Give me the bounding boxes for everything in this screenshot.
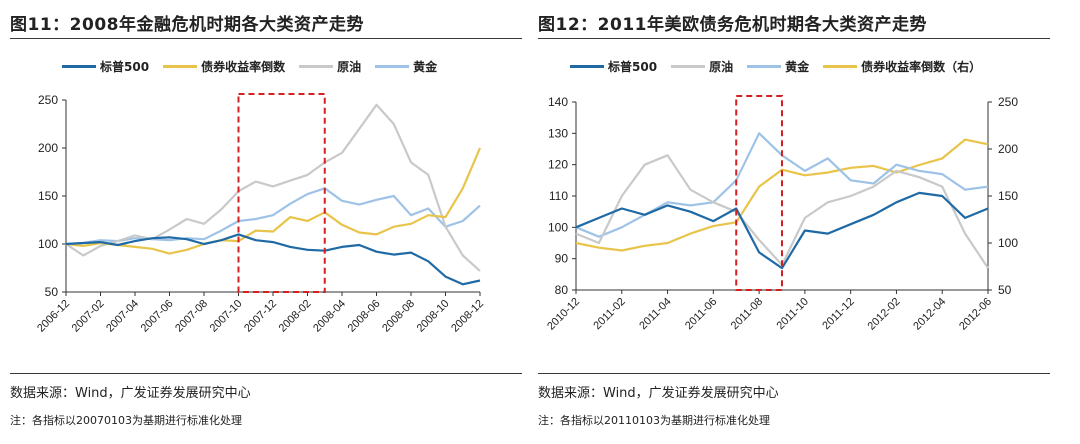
x-tick-label: 2011-06: [683, 296, 719, 332]
series-line-0: [65, 233, 481, 286]
legend-label: 标普500: [608, 60, 658, 74]
legend-item: 原油: [299, 58, 361, 75]
y-tick-label: 50: [45, 285, 59, 299]
chart-title: 图11：2008年金融危机时期各大类资产走势: [10, 15, 364, 35]
x-tick-label: 2008-12: [449, 298, 486, 335]
chart-legend: 标普500 原油 黄金 债券收益率倒数（右）: [570, 58, 995, 75]
legend-item: 债券收益率倒数（右）: [823, 58, 981, 75]
x-tick-label: 2006-12: [35, 298, 72, 335]
x-tick-label: 2007-06: [139, 298, 176, 335]
x-tick-label: 2012-04: [911, 296, 948, 333]
series-line-3: [575, 138, 989, 252]
legend-item: 标普500: [570, 58, 657, 75]
legend-swatch: [375, 65, 410, 68]
y-tick-label: 100: [38, 237, 58, 251]
y-tick-label: 100: [548, 220, 568, 234]
y-tick-label: 200: [38, 141, 58, 155]
series-lines: [65, 103, 482, 286]
legend-label: 黄金: [413, 60, 438, 74]
y-tick-label: 140: [548, 95, 568, 109]
y-tick-label: 130: [548, 126, 568, 140]
x-tick-label: 2012-02: [866, 296, 903, 333]
legend-swatch: [62, 65, 96, 68]
legend-item: 黄金: [747, 58, 809, 75]
chart-title: 图12：2011年美欧债务危机时期各大类资产走势: [538, 15, 927, 35]
series-line-3: [65, 187, 481, 246]
legend-swatch: [671, 65, 706, 68]
x-tick-label: 2007-08: [173, 298, 210, 335]
legend-label: 标普500: [100, 60, 150, 74]
legend-item: 原油: [671, 58, 733, 75]
footnote: 注：各指标以20070103为基期进行标准化处理: [10, 414, 242, 427]
y2-tick-label: 150: [998, 189, 1018, 203]
legend-label: 黄金: [785, 60, 810, 74]
title-divider: [10, 38, 522, 39]
x-tick-label: 2007-10: [208, 298, 245, 335]
x-tick-label: 2008-06: [346, 298, 383, 335]
x-tick-label: 2012-06: [957, 296, 994, 333]
line-chart: 80 90 100 110 120 130 140 50 100 150 200 250 2010-12…: [545, 95, 1018, 333]
x-tick-label: 2011-12: [820, 296, 856, 332]
legend-label: 原油: [337, 60, 362, 74]
legend-swatch: [570, 65, 604, 68]
y-tick-label: 90: [555, 252, 569, 266]
y-tick-label: 80: [555, 283, 569, 297]
chart-panel-right: 图12：2011年美欧债务危机时期各大类资产走势 标普500 原油 黄金 债券收益率倒…: [538, 0, 1058, 444]
highlight-box: [237, 93, 326, 293]
line-chart: 501001502002502006-122007-022007-042007-…: [35, 93, 486, 335]
chart-legend: 标普500 债券收益率倒数 原油 黄金: [62, 58, 451, 75]
legend-swatch: [299, 65, 334, 68]
x-tick-label: 2008-10: [415, 298, 452, 335]
legend-swatch: [163, 65, 198, 68]
x-tick-label: 2007-12: [242, 298, 279, 335]
series-line-1: [65, 147, 482, 255]
source-divider: [10, 373, 522, 374]
series-line-0: [575, 191, 989, 270]
y-tick-label: 110: [549, 189, 568, 203]
y2-tick-label: 200: [998, 142, 1018, 156]
legend-label: 原油: [709, 60, 734, 74]
y2-tick-label: 100: [998, 236, 1018, 250]
x-tick-label: 2007-04: [104, 298, 141, 335]
x-tick-label: 2008-08: [380, 298, 417, 335]
x-tick-label: 2008-04: [311, 298, 348, 335]
legend-label: 债券收益率倒数（右）: [861, 60, 982, 74]
axes: 501001502002502006-122007-022007-042007-…: [35, 93, 486, 335]
legend-item: 黄金: [375, 58, 437, 75]
x-tick-label: 2011-10: [775, 296, 811, 332]
data-source: 数据来源：Wind，广发证券发展研究中心: [10, 386, 251, 401]
legend-swatch: [747, 65, 782, 68]
x-tick-label: 2007-02: [70, 298, 107, 335]
y-tick-label: 150: [38, 189, 58, 203]
legend-swatch: [823, 65, 858, 68]
series-line-2: [65, 103, 481, 272]
x-tick-label: 2011-04: [637, 296, 673, 332]
highlight-box: [735, 95, 784, 291]
title-divider: [538, 38, 1050, 39]
legend-item: 债券收益率倒数: [163, 58, 285, 75]
x-tick-label: 2011-08: [729, 296, 765, 332]
y2-tick-label: 50: [998, 283, 1012, 297]
y-tick-label: 250: [38, 93, 58, 107]
source-divider: [538, 373, 1050, 374]
footnote: 注：各指标以20110103为基期进行标准化处理: [538, 414, 770, 427]
data-source: 数据来源：Wind，广发证券发展研究中心: [538, 386, 779, 401]
x-tick-label: 2010-12: [545, 296, 582, 333]
legend-item: 标普500: [62, 58, 149, 75]
chart-panel-left: 图11：2008年金融危机时期各大类资产走势 标普500 债券收益率倒数 原油 黄金 …: [10, 0, 530, 444]
y-tick-label: 120: [548, 158, 568, 172]
y2-tick-label: 250: [998, 95, 1018, 109]
x-tick-label: 2008-02: [277, 298, 314, 335]
legend-label: 债券收益率倒数: [201, 60, 286, 74]
x-tick-label: 2011-02: [591, 296, 627, 332]
